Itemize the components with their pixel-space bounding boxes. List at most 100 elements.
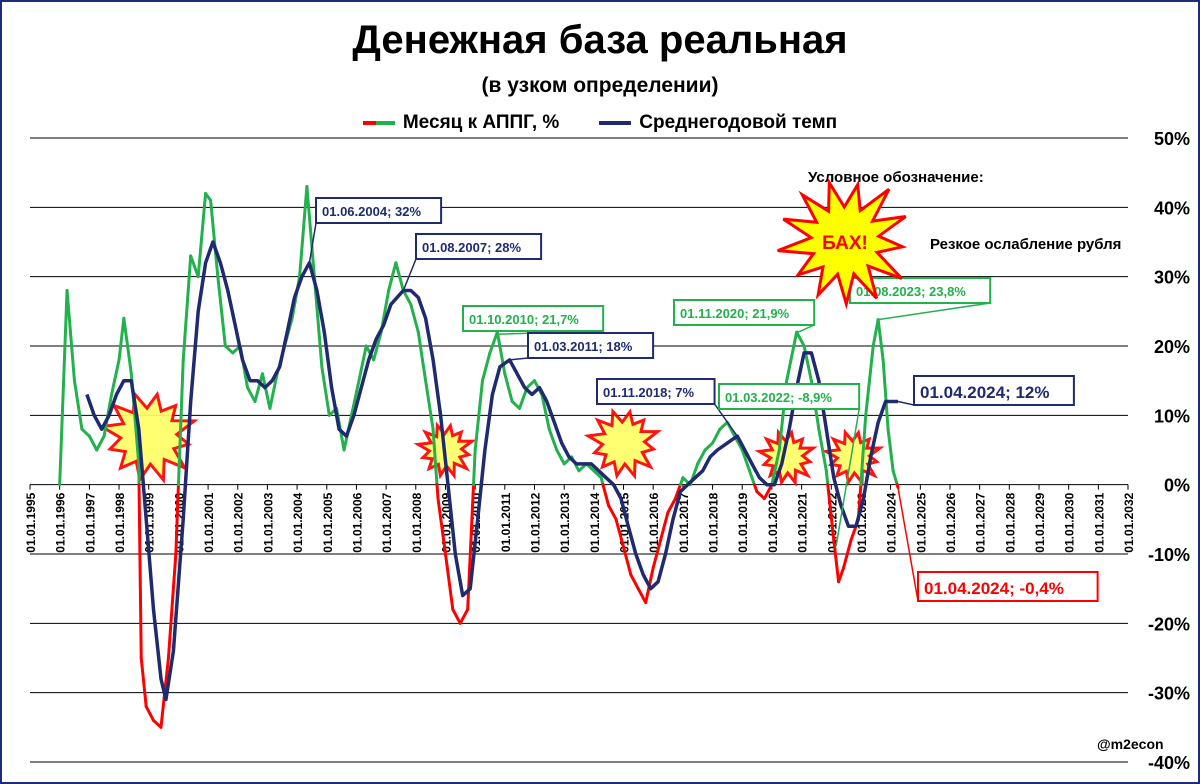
series-monthly-segment bbox=[480, 351, 492, 383]
series-monthly-segment bbox=[223, 344, 235, 355]
annotation-text: 01.03.2011; 18% bbox=[534, 339, 633, 354]
annotation-callout: 01.06.2004; 32% bbox=[308, 197, 443, 263]
series-monthly-segment bbox=[832, 538, 841, 584]
annotation-callout: 01.03.2022; -8,9% bbox=[718, 383, 861, 547]
annotation-box bbox=[913, 375, 1075, 406]
annotation-text: 01.08.2023; 23,8% bbox=[856, 284, 966, 299]
series-monthly-segment bbox=[110, 358, 121, 397]
x-tick-label: 01.01.2020 bbox=[766, 492, 780, 552]
grid-lines bbox=[29, 137, 1129, 763]
x-tick-label: 01.01.2021 bbox=[796, 492, 810, 552]
annotation-text: 01.04.2024; 12% bbox=[920, 383, 1050, 402]
series-monthly-segment bbox=[795, 330, 806, 348]
series-monthly-segment bbox=[424, 379, 435, 431]
annotation-callout: 01.03.2011; 18% bbox=[509, 332, 655, 361]
series-monthly-segment bbox=[72, 379, 84, 431]
series-monthly-segment bbox=[80, 427, 91, 438]
notation-burst-text: БАХ! bbox=[822, 233, 868, 254]
series-monthly-segment bbox=[209, 198, 220, 279]
notation-heading: Условное обозначение: bbox=[808, 169, 984, 186]
series-monthly-segment bbox=[636, 587, 648, 605]
series-monthly-segment bbox=[864, 344, 875, 417]
annotation-leader bbox=[402, 258, 417, 291]
x-tick-label: 01.01.2008 bbox=[410, 492, 424, 552]
series-monthly-segment bbox=[401, 289, 413, 306]
series-monthly-segment bbox=[503, 372, 514, 403]
series-monthly-segment bbox=[891, 469, 899, 487]
series-lines bbox=[58, 185, 900, 729]
series-monthly-segment bbox=[837, 566, 846, 584]
series-monthly-segment bbox=[876, 318, 885, 362]
notation-legend: Условное обозначение: БАХ! Резкое ослабл… bbox=[777, 169, 1121, 310]
series-monthly-segment bbox=[703, 441, 715, 452]
series-monthly-segment bbox=[622, 545, 633, 577]
annotation-box bbox=[718, 383, 861, 410]
series-monthly-segment bbox=[139, 656, 148, 709]
series-monthly-segment bbox=[711, 427, 722, 445]
series-monthly-segment bbox=[510, 399, 522, 410]
series-monthly-segment bbox=[122, 316, 133, 376]
annotation-text: 01.08.2007; 28% bbox=[422, 240, 521, 255]
series-monthly-segment bbox=[444, 552, 455, 611]
annotation-box bbox=[415, 233, 543, 260]
x-tick-label: 01.01.2015 bbox=[618, 492, 632, 552]
annotation-box bbox=[673, 299, 816, 326]
y-tick-label: -20% bbox=[1148, 614, 1190, 634]
annotation-callout: 01.04.2024; 12% bbox=[897, 375, 1075, 406]
x-tick-label: 01.01.2018 bbox=[707, 492, 721, 552]
annotation-callout: 01.11.2018; 7% bbox=[596, 378, 738, 437]
series-monthly-segment bbox=[495, 330, 507, 376]
series-monthly-segment bbox=[95, 434, 106, 452]
y-tick-label: -30% bbox=[1148, 684, 1190, 704]
annotation-leader bbox=[897, 400, 915, 406]
series-monthly-segment bbox=[473, 379, 484, 452]
series-monthly-segment bbox=[350, 379, 361, 417]
annotation-box bbox=[917, 571, 1099, 602]
y-tick-label: 20% bbox=[1154, 337, 1190, 357]
annotation-box bbox=[315, 197, 443, 224]
burst-icon bbox=[754, 428, 818, 487]
annotation-text: 01.03.2022; -8,9% bbox=[725, 390, 832, 405]
series-monthly-segment bbox=[525, 379, 536, 390]
series-monthly-segment bbox=[451, 607, 462, 625]
annotations: 01.06.2004; 32% 01.08.2007; 28% 01.10.2010… bbox=[308, 197, 1099, 602]
x-tick-label: 01.01.2019 bbox=[736, 492, 750, 552]
x-tick-label: 01.01.1996 bbox=[54, 492, 68, 552]
notation-burst-icon bbox=[777, 177, 908, 310]
legend-swatch-average bbox=[599, 121, 632, 125]
x-axis-labels: 01.01.1995 01.01.1996 01.01.1997 01.01.1998… bbox=[24, 492, 1136, 552]
series-monthly-segment bbox=[770, 448, 781, 487]
x-tick-label: 01.01.1997 bbox=[83, 492, 97, 552]
annotation-leader bbox=[509, 357, 529, 361]
annotation-leader bbox=[878, 302, 991, 321]
x-tick-label: 01.01.2013 bbox=[558, 492, 572, 552]
series-monthly-segment bbox=[614, 517, 626, 549]
series-monthly-segment bbox=[886, 427, 895, 473]
annotation-leader bbox=[796, 324, 815, 334]
x-tick-label: 01.01.2004 bbox=[291, 492, 305, 552]
legend-item-average: Среднегодовой темп bbox=[599, 112, 837, 134]
series-monthly-segment bbox=[458, 607, 470, 625]
series-monthly-segment bbox=[435, 483, 440, 501]
x-tick-label: 01.01.2002 bbox=[232, 492, 246, 552]
series-monthly-segment bbox=[117, 316, 126, 362]
annotation-leader bbox=[835, 408, 860, 547]
series-monthly-segment bbox=[196, 191, 208, 279]
annotation-leader bbox=[897, 487, 919, 602]
annotation-text: 01.04.2024; -0,4% bbox=[924, 579, 1064, 598]
y-tick-label: -10% bbox=[1148, 545, 1190, 565]
x-tick-label: 01.01.2011 bbox=[499, 492, 513, 552]
series-monthly-segment bbox=[65, 289, 76, 383]
annotation-leader bbox=[308, 222, 317, 263]
y-tick-label: 50% bbox=[1154, 129, 1190, 149]
series-monthly-segment bbox=[216, 275, 227, 348]
series-monthly-segment bbox=[260, 372, 272, 410]
series-monthly-segment bbox=[673, 483, 682, 501]
series-monthly-segment bbox=[762, 483, 774, 501]
series-monthly-segment bbox=[629, 573, 640, 591]
series-monthly-segment bbox=[409, 302, 420, 334]
series-monthly-segment bbox=[748, 469, 756, 487]
series-monthly-segment bbox=[372, 330, 383, 362]
annotation-box bbox=[596, 378, 716, 405]
